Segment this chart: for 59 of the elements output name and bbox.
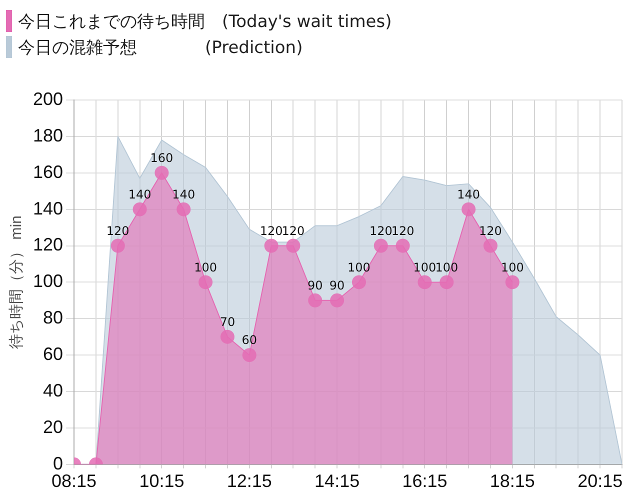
y-tick-label: 20 bbox=[43, 416, 64, 437]
point bbox=[264, 238, 278, 253]
y-tick-label: 200 bbox=[32, 88, 64, 109]
point bbox=[308, 293, 322, 308]
data-label: 160 bbox=[150, 151, 174, 166]
data-label: 100 bbox=[413, 260, 436, 274]
data-label: 60 bbox=[242, 333, 258, 348]
point bbox=[220, 330, 234, 344]
data-label: 70 bbox=[220, 314, 236, 329]
data-label: 100 bbox=[348, 260, 370, 274]
x-tick-label: 14:15 bbox=[314, 471, 360, 492]
point bbox=[330, 293, 344, 308]
data-label: 120 bbox=[282, 224, 305, 238]
point bbox=[505, 275, 520, 290]
data-label: 100 bbox=[500, 260, 524, 274]
y-tick-label: 40 bbox=[43, 380, 64, 400]
legend-label: 今日これまでの待ち時間 (Today's wait times) bbox=[18, 10, 392, 32]
data-label: 120 bbox=[479, 224, 502, 238]
point bbox=[483, 238, 498, 253]
y-tick-label: 160 bbox=[32, 162, 64, 182]
y-tick-label: 80 bbox=[43, 308, 64, 328]
y-axis-title: 待ち時間（分） min bbox=[8, 216, 26, 349]
point bbox=[110, 238, 125, 253]
x-tick-label: 08:15 bbox=[52, 471, 97, 492]
data-label: 90 bbox=[329, 278, 345, 293]
point bbox=[396, 238, 410, 253]
data-label: 120 bbox=[369, 224, 392, 238]
y-tick-label: 140 bbox=[32, 198, 64, 218]
data-label: 100 bbox=[435, 260, 458, 274]
data-label: 120 bbox=[106, 224, 130, 238]
legend-label: 今日の混雑予想 (Prediction) bbox=[18, 36, 303, 58]
point bbox=[198, 275, 213, 290]
data-label: 140 bbox=[128, 187, 152, 202]
y-tick-label: 180 bbox=[32, 125, 64, 146]
point bbox=[374, 238, 388, 253]
data-label: 140 bbox=[172, 187, 196, 202]
y-tick-label: 60 bbox=[43, 344, 64, 364]
data-label: 90 bbox=[307, 278, 323, 293]
x-tick-label: 12:15 bbox=[226, 471, 272, 492]
point bbox=[418, 275, 432, 290]
y-tick-label: 120 bbox=[32, 234, 64, 255]
point bbox=[176, 202, 191, 216]
x-tick-label: 16:15 bbox=[402, 471, 448, 492]
point bbox=[132, 202, 147, 216]
point bbox=[286, 238, 300, 253]
point bbox=[440, 275, 454, 290]
point bbox=[154, 166, 169, 180]
point bbox=[352, 275, 366, 290]
x-tick-label: 20:15 bbox=[578, 471, 623, 492]
data-label: 120 bbox=[391, 224, 414, 238]
data-label: 140 bbox=[457, 187, 480, 202]
data-label: 120 bbox=[260, 224, 283, 238]
y-tick-label: 100 bbox=[32, 271, 64, 292]
x-tick-label: 10:15 bbox=[139, 471, 184, 492]
point bbox=[242, 348, 256, 362]
data-label: 100 bbox=[194, 260, 217, 274]
y-tick-label: 0 bbox=[53, 453, 64, 474]
point bbox=[462, 202, 476, 216]
x-tick-label: 18:15 bbox=[490, 471, 535, 492]
